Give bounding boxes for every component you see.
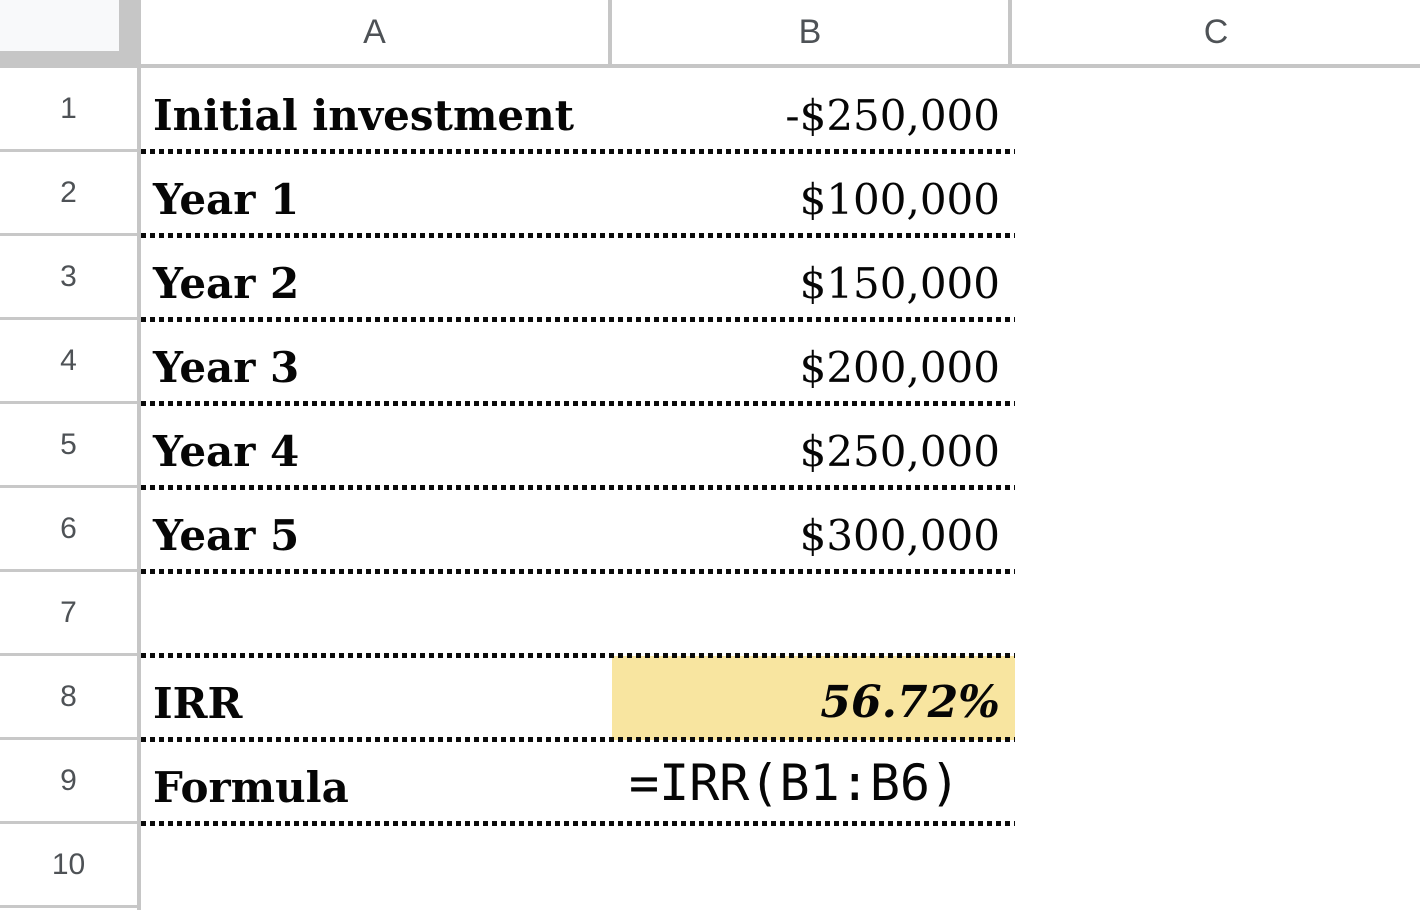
row-header-8[interactable]: 8 xyxy=(0,656,137,740)
cell-c2[interactable] xyxy=(1015,152,1420,236)
row-header-6[interactable]: 6 xyxy=(0,488,137,572)
row-header-3[interactable]: 3 xyxy=(0,236,137,320)
cell-a7[interactable] xyxy=(141,572,612,656)
sheet-row-10 xyxy=(141,824,1420,908)
dotted-border xyxy=(141,569,1015,574)
cell-c7[interactable] xyxy=(1015,572,1420,656)
column-header-c[interactable]: C xyxy=(1008,0,1420,64)
select-all-corner[interactable] xyxy=(0,0,141,68)
column-header-a[interactable]: A xyxy=(363,12,386,51)
dotted-border xyxy=(141,737,1015,742)
cell-a10[interactable] xyxy=(141,824,612,908)
dotted-border xyxy=(141,653,1015,658)
row-headers: 1 2 3 4 5 6 7 8 9 10 xyxy=(0,68,141,910)
cell-c8[interactable] xyxy=(1015,656,1420,740)
sheet-row-7 xyxy=(141,572,1420,658)
sheet-row-4: Year 3 $200,000 xyxy=(141,320,1420,406)
cell-a1[interactable]: Initial investment xyxy=(153,91,575,140)
cell-a9[interactable]: Formula xyxy=(153,763,349,812)
sheet-row-8: IRR 56.72% xyxy=(141,656,1420,742)
cell-b9-formula[interactable]: =IRR(B1:B6) xyxy=(629,754,961,812)
dotted-border xyxy=(141,401,1015,406)
select-all-corner-inner xyxy=(0,0,119,51)
cell-c10[interactable] xyxy=(1015,824,1420,908)
cell-a4[interactable]: Year 3 xyxy=(153,343,300,392)
column-headers: A B C xyxy=(141,0,1420,68)
cell-a6[interactable]: Year 5 xyxy=(153,511,300,560)
row-header-2[interactable]: 2 xyxy=(0,152,137,236)
dotted-border xyxy=(141,233,1015,238)
dotted-border xyxy=(141,821,1015,826)
sheet-row-2: Year 1 $100,000 xyxy=(141,152,1420,238)
row-header-5[interactable]: 5 xyxy=(0,404,137,488)
cell-c6[interactable] xyxy=(1015,488,1420,572)
cell-b1[interactable]: -$250,000 xyxy=(785,91,1000,140)
dotted-border xyxy=(141,317,1015,322)
sheet-row-3: Year 2 $150,000 xyxy=(141,236,1420,322)
row-header-4[interactable]: 4 xyxy=(0,320,137,404)
cell-a2[interactable]: Year 1 xyxy=(153,175,300,224)
cells-grid: Initial investment -$250,000 Year 1 $100… xyxy=(141,68,1420,910)
row-header-9[interactable]: 9 xyxy=(0,740,137,824)
cell-c9[interactable] xyxy=(1015,740,1420,824)
cell-b5[interactable]: $250,000 xyxy=(799,427,1000,476)
cell-a3[interactable]: Year 2 xyxy=(153,259,300,308)
cell-a8[interactable]: IRR xyxy=(153,679,243,728)
sheet-row-6: Year 5 $300,000 xyxy=(141,488,1420,574)
row-header-7[interactable]: 7 xyxy=(0,572,137,656)
column-header-b[interactable]: B xyxy=(608,0,1008,64)
sheet-row-9: Formula =IRR(B1:B6) xyxy=(141,740,1420,826)
sheet-row-5: Year 4 $250,000 xyxy=(141,404,1420,490)
cell-b6[interactable]: $300,000 xyxy=(799,511,1000,560)
cell-b2[interactable]: $100,000 xyxy=(799,175,1000,224)
cell-a5[interactable]: Year 4 xyxy=(153,427,300,476)
dotted-border xyxy=(141,149,1015,154)
cell-b3[interactable]: $150,000 xyxy=(799,259,1000,308)
sheet-row-1: Initial investment -$250,000 xyxy=(141,68,1420,154)
row-header-10[interactable]: 10 xyxy=(0,824,137,908)
row-header-1[interactable]: 1 xyxy=(0,68,137,152)
cell-c5[interactable] xyxy=(1015,404,1420,488)
cell-b7[interactable] xyxy=(612,572,1015,656)
dotted-border xyxy=(141,485,1015,490)
cell-b4[interactable]: $200,000 xyxy=(799,343,1000,392)
cell-b10[interactable] xyxy=(612,824,1015,908)
cell-c4[interactable] xyxy=(1015,320,1420,404)
cell-c3[interactable] xyxy=(1015,236,1420,320)
cell-c1[interactable] xyxy=(1015,68,1420,152)
cell-b8-irr-result[interactable]: 56.72% xyxy=(612,656,1015,740)
